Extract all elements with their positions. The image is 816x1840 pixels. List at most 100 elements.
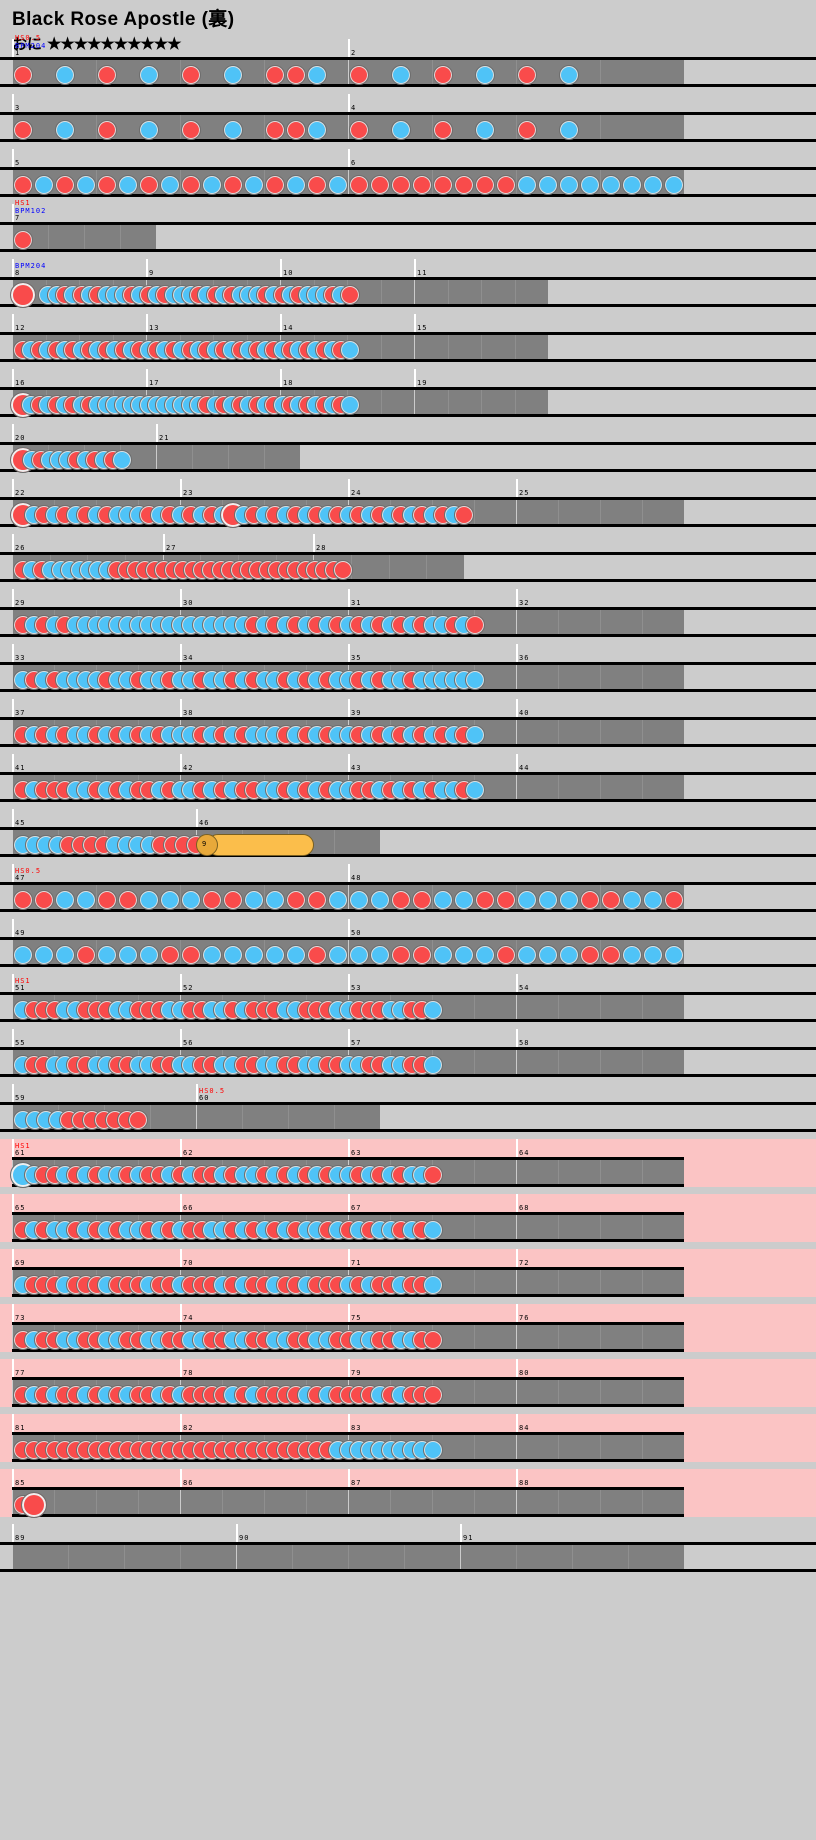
don-note[interactable] — [422, 1385, 443, 1405]
ka-note[interactable] — [112, 450, 132, 470]
ka-note[interactable] — [97, 945, 117, 965]
ka-note[interactable] — [464, 725, 485, 745]
don-note[interactable] — [580, 890, 600, 910]
ka-note[interactable] — [422, 1275, 443, 1295]
note-lane[interactable] — [12, 717, 684, 747]
ka-note[interactable] — [139, 945, 159, 965]
don-note[interactable] — [391, 175, 411, 195]
ka-note[interactable] — [475, 945, 495, 965]
don-note[interactable] — [34, 890, 54, 910]
ka-note[interactable] — [160, 175, 180, 195]
ka-note[interactable] — [391, 65, 411, 85]
don-note[interactable] — [370, 175, 390, 195]
ka-note[interactable] — [559, 65, 579, 85]
don-note[interactable] — [181, 175, 201, 195]
don-note[interactable] — [97, 65, 117, 85]
don-note[interactable] — [13, 65, 33, 85]
don-note[interactable] — [496, 890, 516, 910]
note-lane[interactable] — [12, 57, 684, 87]
don-note[interactable] — [601, 945, 621, 965]
ka-note[interactable] — [244, 175, 264, 195]
ka-note[interactable] — [422, 1055, 443, 1075]
don-note[interactable] — [307, 945, 327, 965]
don-note[interactable] — [391, 945, 411, 965]
ka-note[interactable] — [422, 1440, 443, 1460]
ka-note[interactable] — [202, 175, 222, 195]
ka-note[interactable] — [643, 175, 663, 195]
ka-note[interactable] — [118, 945, 138, 965]
ka-note[interactable] — [464, 670, 485, 690]
ka-note[interactable] — [55, 945, 75, 965]
ka-note[interactable] — [181, 890, 201, 910]
ka-note[interactable] — [622, 890, 642, 910]
note-lane[interactable] — [12, 1487, 684, 1518]
don-note[interactable] — [139, 175, 159, 195]
ka-note[interactable] — [433, 945, 453, 965]
don-note[interactable] — [307, 890, 327, 910]
note-lane[interactable] — [12, 1267, 684, 1297]
don-note[interactable] — [475, 890, 495, 910]
drumroll-body[interactable] — [207, 834, 314, 856]
ka-note[interactable] — [328, 175, 348, 195]
ka-note[interactable] — [622, 945, 642, 965]
don-note[interactable] — [13, 230, 33, 250]
don-note[interactable] — [433, 175, 453, 195]
don-note[interactable] — [181, 945, 201, 965]
note-lane[interactable] — [12, 167, 684, 197]
ka-note[interactable] — [370, 945, 390, 965]
drumroll-head[interactable]: 9 — [196, 834, 218, 856]
don-note[interactable] — [412, 175, 432, 195]
don-note[interactable] — [412, 890, 432, 910]
ka-note[interactable] — [464, 780, 485, 800]
don-note[interactable] — [97, 890, 117, 910]
big-don-note[interactable] — [20, 1492, 47, 1518]
ka-note[interactable] — [160, 890, 180, 910]
note-lane[interactable] — [12, 607, 684, 637]
ka-note[interactable] — [391, 120, 411, 140]
don-note[interactable] — [496, 945, 516, 965]
ka-note[interactable] — [349, 890, 369, 910]
ka-note[interactable] — [475, 120, 495, 140]
note-lane[interactable] — [12, 1377, 684, 1407]
note-lane[interactable] — [10, 387, 548, 418]
don-note[interactable] — [475, 175, 495, 195]
ka-note[interactable] — [517, 945, 537, 965]
ka-note[interactable] — [538, 175, 558, 195]
ka-note[interactable] — [139, 120, 159, 140]
note-lane[interactable] — [10, 277, 548, 308]
ka-note[interactable] — [370, 890, 390, 910]
ka-note[interactable] — [118, 175, 138, 195]
ka-note[interactable] — [643, 890, 663, 910]
ka-note[interactable] — [76, 175, 96, 195]
don-note[interactable] — [517, 65, 537, 85]
note-lane[interactable] — [12, 882, 684, 912]
ka-note[interactable] — [349, 945, 369, 965]
ka-note[interactable] — [664, 175, 684, 195]
note-lane[interactable] — [12, 992, 684, 1022]
don-note[interactable] — [97, 175, 117, 195]
ka-note[interactable] — [517, 175, 537, 195]
don-note[interactable] — [307, 175, 327, 195]
don-note[interactable] — [13, 890, 33, 910]
don-note[interactable] — [339, 285, 360, 305]
ka-note[interactable] — [223, 945, 243, 965]
ka-note[interactable] — [433, 890, 453, 910]
ka-note[interactable] — [538, 945, 558, 965]
don-note[interactable] — [580, 945, 600, 965]
note-lane[interactable] — [12, 937, 684, 967]
don-note[interactable] — [265, 175, 285, 195]
don-note[interactable] — [118, 890, 138, 910]
ka-note[interactable] — [244, 890, 264, 910]
ka-note[interactable] — [580, 175, 600, 195]
ka-note[interactable] — [622, 175, 642, 195]
ka-note[interactable] — [307, 65, 327, 85]
note-lane[interactable] — [10, 497, 684, 528]
don-note[interactable] — [601, 890, 621, 910]
note-lane[interactable] — [12, 1542, 684, 1572]
big-don-note[interactable] — [10, 282, 36, 308]
note-lane[interactable] — [10, 1157, 684, 1188]
ka-note[interactable] — [265, 890, 285, 910]
ka-note[interactable] — [339, 395, 360, 415]
don-note[interactable] — [265, 120, 285, 140]
note-lane[interactable] — [12, 112, 684, 142]
